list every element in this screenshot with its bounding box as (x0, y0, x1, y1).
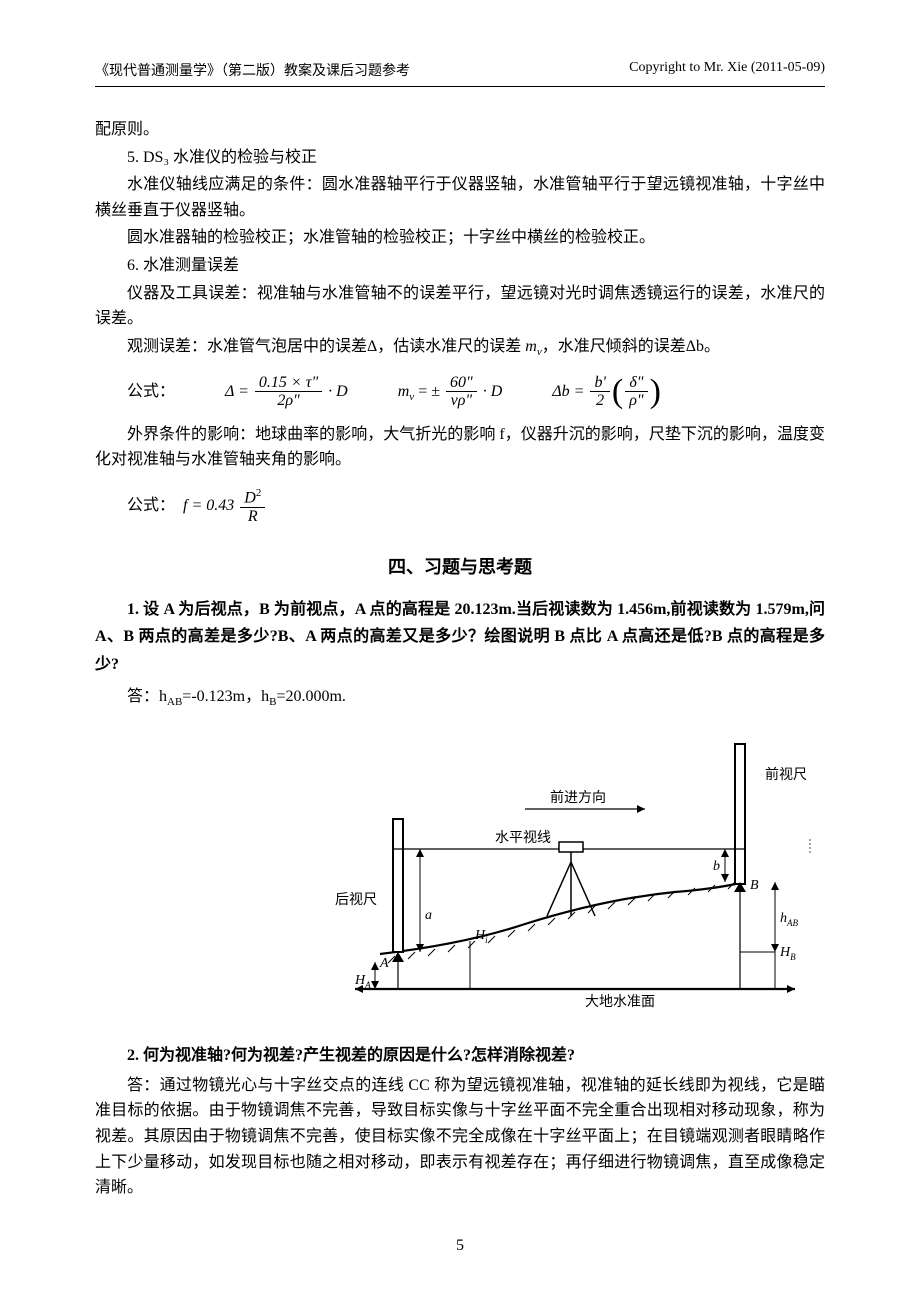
para-6a: 仪器及工具误差：视准轴与水准管轴不的误差平行，望远镜对光时调焦透镜运行的误差，水… (95, 281, 825, 332)
p6b-rest: ，水准尺倾斜的误差Δb。 (542, 338, 720, 355)
f3-lp: ( (612, 373, 623, 410)
f2-den: νρ" (447, 392, 477, 410)
q1-title-text: 1. 设 A 为后视点，B 为前视点，A 点的高程是 20.123m.当后视读数… (95, 601, 825, 672)
f1-rhs: · D (328, 382, 348, 399)
dir-label: 前进方向 (550, 789, 606, 806)
B-label: B (750, 878, 759, 893)
f3-den1: 2 (592, 392, 608, 410)
f1-num: 0.15 × τ" (255, 374, 322, 393)
header-right: Copyright to Mr. Xie (2011-05-09) (629, 60, 825, 80)
q1-title: 1. 设 A 为后视点，B 为前视点，A 点的高程是 20.123m.当后视读数… (95, 596, 825, 678)
f2-num: 60" (446, 374, 477, 393)
formula-label-2: 公式： (127, 493, 175, 519)
formula-row-2: 公式： f = 0.43 D2 R (127, 487, 825, 526)
body-text: 配原则。 5. DS₃ 水准仪的检验与校正 水准仪轴线应满足的条件：圆水准器轴平… (95, 117, 825, 1201)
leveling-diagram: 大地水准面 后视尺 (95, 724, 825, 1024)
q1a-mid: =-0.123m，h (182, 688, 269, 705)
f4-den: R (244, 508, 262, 526)
A-label: A (379, 956, 389, 971)
Hi-label: Hi (474, 928, 488, 945)
f4-lhs: f = 0.43 (183, 497, 234, 514)
para-ext: 外界条件的影响：地球曲率的影响，大气折光的影响 f，仪器升沉的影响，尺垫下沉的影… (95, 422, 825, 473)
q1a-sub1: AB (167, 696, 182, 708)
f4-sup: 2 (256, 487, 262, 499)
f3-den2: ρ" (625, 392, 647, 410)
para-5b: 圆水准器轴的检验校正；水准管轴的检验校正；十字丝中横丝的检验校正。 (95, 225, 825, 251)
level-line-label: 水平视线 (495, 830, 551, 846)
hAB-label: hAB (780, 911, 798, 928)
q1-answer: 答：hAB=-0.123m，hB=20.000m. (95, 684, 825, 712)
page-number: 5 (95, 1237, 825, 1255)
q1a-prefix: 答：h (127, 688, 167, 705)
p6b-mv: m (525, 338, 537, 355)
p6b-prefix: 观测误差：水准管气泡居中的误差Δ，估读水准尺的误差 (127, 338, 525, 355)
formula-delta: Δ = 0.15 × τ" 2ρ" · D (225, 374, 348, 410)
f4-num-d: D (244, 489, 256, 506)
f1-frac: 0.15 × τ" 2ρ" (255, 374, 322, 410)
diagram-svg: 大地水准面 后视尺 (325, 724, 825, 1024)
formula-f: f = 0.43 D2 R (183, 487, 267, 526)
q2-answer: 答：通过物镜光心与十字丝交点的连线 CC 称为望远镜视准轴，视准轴的延长线即为视… (95, 1073, 825, 1201)
back-rod-label: 后视尺 (335, 892, 377, 908)
q1a-end: =20.000m. (276, 688, 345, 705)
f2-rhs: · D (483, 382, 503, 399)
f4-frac: D2 R (240, 487, 265, 526)
section-title: 四、习题与思考题 (95, 553, 825, 582)
HB-label: HB (779, 945, 796, 962)
para-6b: 观测误差：水准管气泡居中的误差Δ，估读水准尺的误差 mν，水准尺倾斜的误差Δb。 (95, 334, 825, 362)
f3-num2: δ" (625, 374, 647, 393)
b-label: b (713, 859, 720, 874)
f2-eq: = ± (414, 382, 440, 399)
para-pei: 配原则。 (95, 117, 825, 143)
para-5a: 水准仪轴线应满足的条件：圆水准器轴平行于仪器竖轴，水准管轴平行于望远镜视准轴，十… (95, 172, 825, 223)
f3-lhs: Δb = (552, 382, 584, 399)
formula-mv: mν = ± 60" νρ" · D (398, 374, 503, 410)
f1-lhs: Δ = (225, 382, 249, 399)
para-5: 5. DS₃ 水准仪的检验与校正 (95, 145, 825, 171)
f3-rp: ) (650, 373, 661, 410)
formula-row-1: 公式： Δ = 0.15 × τ" 2ρ" · D mν = ± 60" νρ"… (127, 374, 825, 410)
f2-m: m (398, 382, 410, 399)
a-label: a (425, 908, 432, 923)
front-rod-label: 前视尺 (765, 766, 807, 783)
header-left: 《现代普通测量学》（第二版）教案及课后习题参考 (95, 60, 410, 80)
datum-label: 大地水准面 (585, 994, 655, 1010)
HA-label: HA (354, 973, 371, 990)
para-6: 6. 水准测量误差 (95, 253, 825, 279)
f1-den: 2ρ" (273, 392, 303, 410)
page-header: 《现代普通测量学》（第二版）教案及课后习题参考 Copyright to Mr.… (95, 60, 825, 87)
f3-frac1: b' 2 (590, 374, 609, 410)
page: 《现代普通测量学》（第二版）教案及课后习题参考 Copyright to Mr.… (0, 0, 920, 1295)
f2-frac: 60" νρ" (446, 374, 477, 410)
f3-frac2: δ" ρ" (625, 374, 647, 410)
f3-num1: b' (590, 374, 609, 393)
formula-label-1: 公式： (127, 379, 175, 405)
f4-num: D2 (240, 487, 265, 508)
q2-title: 2. 何为视准轴?何为视差?产生视差的原因是什么?怎样消除视差? (95, 1042, 825, 1069)
formula-db: Δb = b' 2 ( δ" ρ" ) (552, 374, 661, 410)
